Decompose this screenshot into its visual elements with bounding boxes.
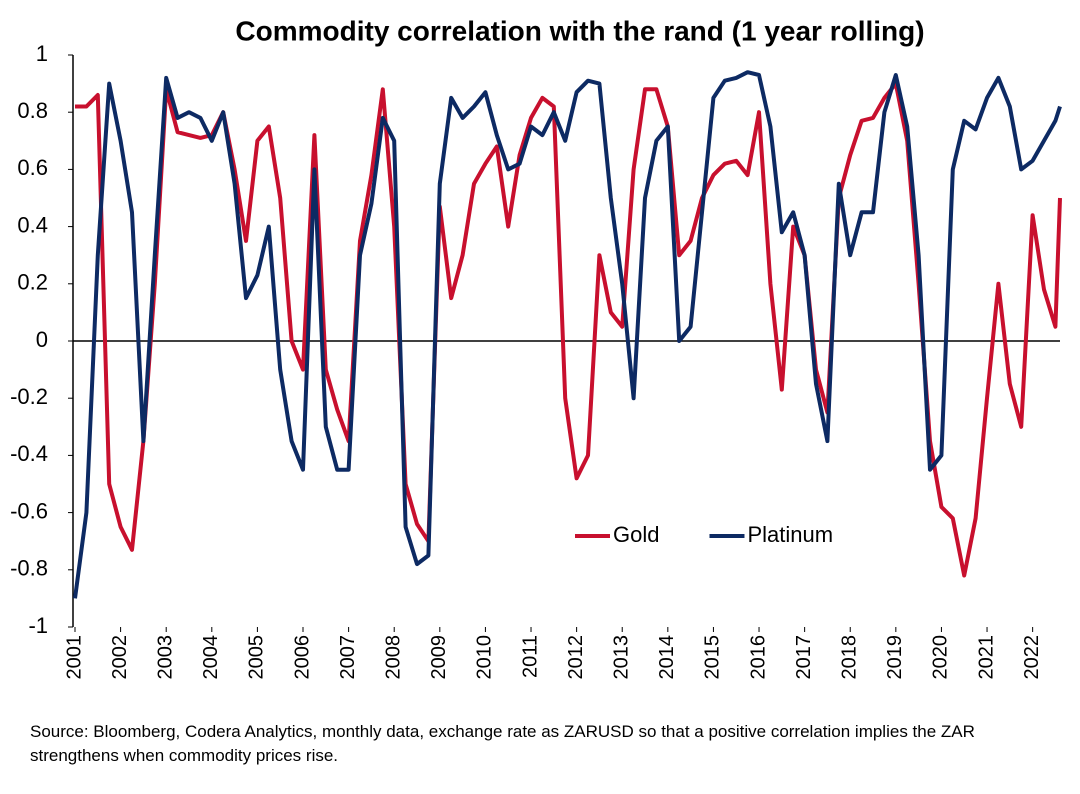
y-tick-label: -0.8 xyxy=(10,556,48,581)
x-tick-label: 2013 xyxy=(611,635,633,680)
legend-label: Gold xyxy=(613,522,659,547)
x-tick-label: 2010 xyxy=(474,635,496,680)
y-tick-label: -0.4 xyxy=(10,441,48,466)
chart-title: Commodity correlation with the rand (1 y… xyxy=(235,15,924,46)
y-tick-label: 0.2 xyxy=(17,270,48,295)
legend-label: Platinum xyxy=(747,522,833,547)
y-tick-label: -1 xyxy=(28,613,48,638)
x-tick-label: 2011 xyxy=(519,635,541,678)
y-tick-label: 1 xyxy=(36,41,48,66)
x-tick-label: 2020 xyxy=(930,635,952,680)
x-tick-label: 2006 xyxy=(291,635,313,680)
x-tick-label: 2001 xyxy=(63,635,85,680)
x-tick-label: 2017 xyxy=(793,635,815,680)
x-tick-label: 2007 xyxy=(337,635,359,680)
y-tick-label: -0.6 xyxy=(10,498,48,523)
x-tick-label: 2021 xyxy=(975,635,997,680)
line-series xyxy=(75,81,1062,578)
x-tick-label: 2018 xyxy=(839,635,861,680)
x-tick-label: 2014 xyxy=(656,635,678,680)
y-tick-label: 0.4 xyxy=(17,212,48,237)
x-tick-label: 2008 xyxy=(382,635,404,680)
chart: Commodity correlation with the rand (1 y… xyxy=(10,15,1062,680)
y-tick-label: 0.8 xyxy=(17,98,48,123)
y-tick-label: -0.2 xyxy=(10,384,48,409)
x-tick-label: 2003 xyxy=(154,635,176,680)
x-tick-label: 2015 xyxy=(702,635,724,680)
x-tick-label: 2022 xyxy=(1021,635,1043,680)
x-tick-label: 2002 xyxy=(109,635,131,680)
source-note: Source: Bloomberg, Codera Analytics, mon… xyxy=(30,722,975,765)
line-series xyxy=(73,70,1062,599)
x-tick-label: 2004 xyxy=(200,635,222,680)
x-tick-label: 2005 xyxy=(246,635,268,680)
x-tick-label: 2009 xyxy=(428,635,450,680)
y-tick-label: 0 xyxy=(36,327,48,352)
y-tick-label: 0.6 xyxy=(17,155,48,180)
x-tick-label: 2016 xyxy=(747,635,769,680)
x-tick-label: 2012 xyxy=(565,635,587,680)
x-tick-label: 2019 xyxy=(884,635,906,680)
